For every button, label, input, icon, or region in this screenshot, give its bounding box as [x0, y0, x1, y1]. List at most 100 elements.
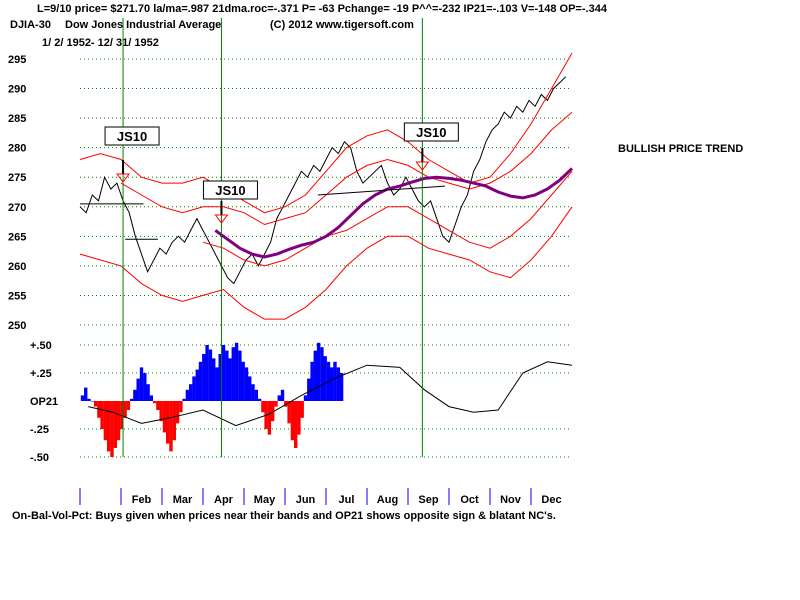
op21-tick-label: OP21: [30, 396, 58, 408]
op21-bar: [84, 387, 88, 401]
op21-bar: [116, 401, 121, 441]
op21-bar: [339, 373, 344, 401]
op21-bar: [120, 401, 124, 429]
op21-bar: [297, 401, 301, 435]
price-tick-label: 270: [8, 202, 26, 214]
op21-bar: [215, 367, 219, 401]
trend-annotation: BULLISH PRICE TREND: [618, 143, 744, 155]
footer-note: On-Bal-Vol-Pct: Buys given when prices n…: [12, 510, 556, 522]
op21-ma-line: [88, 361, 573, 427]
month-label: Dec: [541, 494, 561, 506]
signal-label-box: [403, 122, 459, 142]
month-label: Mar: [173, 494, 193, 506]
op21-bar: [162, 401, 167, 433]
copyright-label: (C) 2012 www.tigersoft.com: [270, 19, 414, 31]
op21-tick-label: +.50: [30, 340, 52, 352]
signal-label: JS10: [416, 125, 446, 140]
month-label: Jul: [339, 494, 355, 506]
op21-bar: [231, 347, 235, 401]
op21-bar: [254, 389, 258, 401]
date-range: 1/ 2/ 1952- 12/ 31/ 1952: [42, 37, 159, 49]
band-line: [120, 111, 573, 226]
price-tick-label: 275: [8, 172, 26, 184]
op21-bar: [316, 342, 321, 401]
op21-bar: [90, 401, 94, 402]
op21-bar: [274, 401, 278, 407]
op21-bar: [244, 367, 249, 401]
resistance-segment: [317, 185, 445, 196]
month-label: Oct: [460, 494, 479, 506]
op21-bar: [146, 384, 150, 401]
op21-bar: [333, 361, 337, 401]
op21-bar: [139, 367, 144, 401]
op21-bar: [221, 345, 226, 401]
op21-bar: [212, 358, 216, 401]
op21-bar: [307, 378, 311, 401]
op21-bar: [205, 345, 209, 401]
month-label: Nov: [500, 494, 522, 506]
index-name: Dow Jones Industrial Average: [65, 19, 222, 31]
op21-tick-label: -.25: [30, 424, 49, 436]
month-label: Jun: [296, 494, 316, 506]
op21-bar: [103, 401, 108, 441]
signal-label-box: [104, 126, 160, 146]
moving-average-line: [214, 167, 574, 259]
op21-bar: [251, 384, 255, 401]
op21-bar: [80, 395, 85, 401]
op21-bar: [310, 361, 314, 401]
op21-tick-label: -.50: [30, 452, 49, 464]
op21-bar: [238, 350, 242, 401]
op21-bar: [172, 401, 176, 441]
op21-bar: [208, 349, 213, 401]
op21-bar: [287, 401, 291, 424]
op21-bar: [107, 401, 111, 452]
signal-marker: JS10: [202, 180, 258, 224]
signal-label: JS10: [117, 129, 147, 144]
header-stats: L=9/10 price= $271.70 la/ma=.987 21dma.r…: [37, 3, 607, 15]
op21-bar: [257, 398, 262, 401]
op21-bar: [136, 378, 140, 401]
price-tick-label: 255: [8, 290, 26, 302]
op21-bar: [218, 354, 222, 401]
op21-bar: [290, 401, 295, 441]
op21-bar: [133, 389, 137, 401]
band-line: [79, 206, 573, 320]
op21-bar: [189, 384, 193, 401]
op21-bar: [123, 401, 127, 418]
op21-bar: [228, 358, 232, 401]
symbol-label: DJIA-30: [10, 19, 51, 31]
signal-label-box: [202, 180, 258, 200]
op21-bar: [267, 401, 272, 435]
month-label: Apr: [214, 494, 234, 506]
op21-bar: [202, 354, 206, 401]
price-tick-label: 295: [8, 54, 26, 66]
op21-bar: [303, 395, 308, 401]
op21-bar: [320, 347, 324, 401]
op21-bar: [185, 389, 190, 401]
price-tick-label: 260: [8, 261, 26, 273]
op21-bar: [198, 361, 203, 401]
op21-bar: [182, 398, 186, 401]
op21-bar: [261, 401, 265, 413]
op21-bar: [175, 401, 180, 424]
signal-arrow-head: [116, 173, 131, 183]
op21-bar: [143, 373, 147, 401]
op21-bar: [130, 398, 134, 401]
signal-arrow-head: [214, 214, 229, 224]
month-label: May: [254, 494, 276, 506]
op21-bar: [225, 350, 229, 401]
price-line: [79, 76, 567, 285]
price-tick-label: 265: [8, 231, 26, 243]
op21-bar: [241, 361, 245, 401]
op21-bar: [126, 401, 131, 410]
op21-bar: [323, 356, 327, 401]
op21-bar: [300, 401, 304, 418]
op21-bar: [179, 401, 183, 413]
month-label: Feb: [132, 494, 152, 506]
band-line: [79, 52, 573, 214]
op21-bar: [313, 350, 317, 401]
op21-bar: [100, 401, 104, 429]
signal-label: JS10: [215, 183, 245, 198]
op21-bar: [93, 401, 98, 407]
